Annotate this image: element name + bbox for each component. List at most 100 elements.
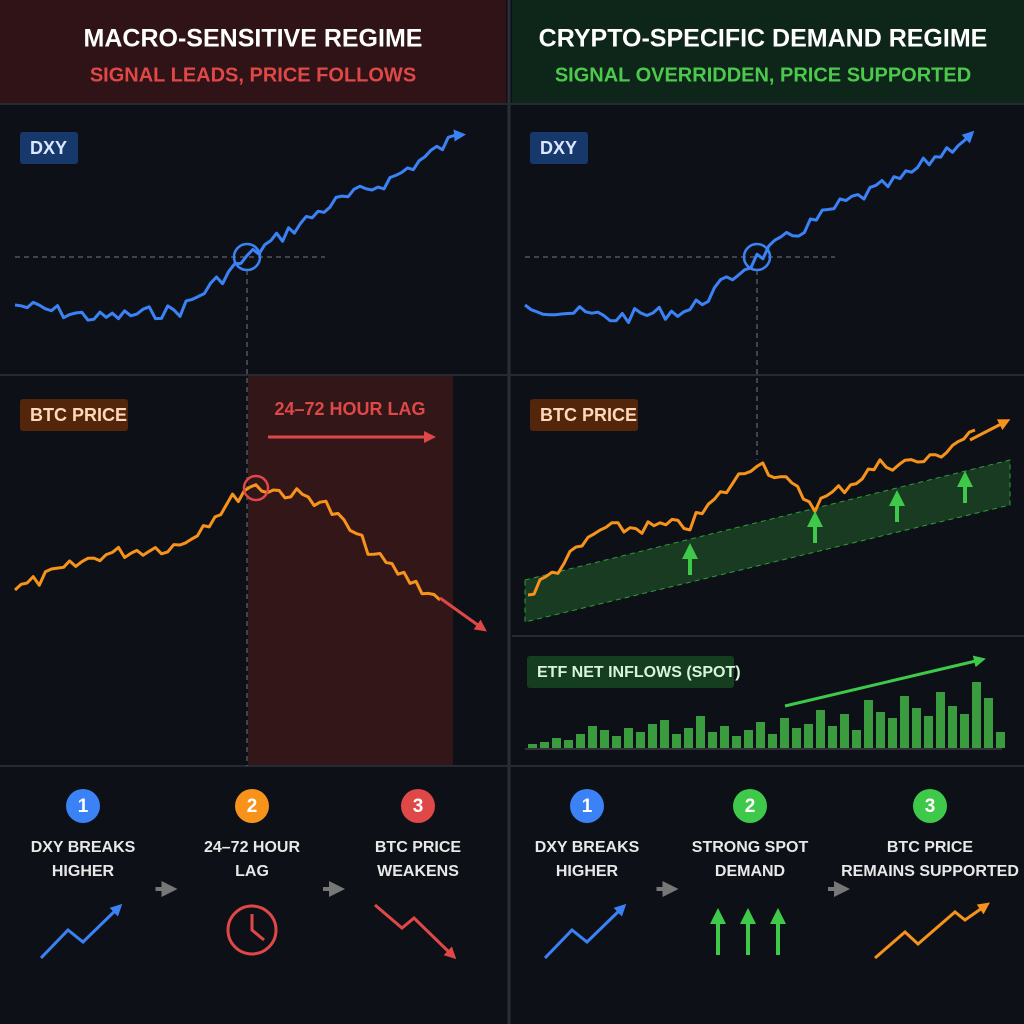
inflow-bar — [552, 738, 561, 748]
inflow-bar — [648, 724, 657, 748]
label-box — [530, 399, 638, 431]
line — [13, 483, 442, 602]
inflow-bar — [600, 730, 609, 748]
inflow-bar — [540, 742, 549, 748]
inflow-bar — [612, 736, 621, 748]
step-text: LAG — [235, 863, 269, 880]
step-badge — [913, 789, 947, 823]
inflow-bar — [840, 714, 849, 748]
highlight — [742, 242, 772, 272]
label: DXY — [540, 138, 577, 158]
label: DXY — [30, 138, 67, 158]
inflow-bar — [864, 700, 873, 748]
icon-up — [39, 903, 123, 960]
decline-arrow — [439, 596, 487, 632]
header-right — [512, 0, 1024, 104]
step-text: 24–72 HOUR — [204, 839, 300, 856]
inflow-bar — [636, 732, 645, 748]
lag-label: 24–72 HOUR LAG — [274, 399, 425, 419]
inflow-bar — [924, 716, 933, 748]
inflow-bar — [996, 732, 1005, 748]
inflow-bar — [852, 730, 861, 748]
label-box — [527, 656, 734, 688]
inflow-bar — [900, 696, 909, 748]
inflow-bar — [816, 710, 825, 748]
panel-subtitle: SIGNAL OVERRIDDEN, PRICE SUPPORTED — [555, 64, 971, 86]
inflow-bar — [660, 720, 669, 748]
step-text: BTC PRICE — [375, 839, 462, 856]
inflow-bar — [720, 726, 729, 748]
lag-zone — [248, 376, 453, 765]
rise-arrow — [969, 419, 1011, 442]
inflow-bar — [960, 714, 969, 748]
inflow-bar — [948, 706, 957, 748]
inflow-bar — [696, 716, 705, 748]
step-text: WEAKENS — [377, 863, 459, 880]
trend-arrow — [784, 655, 986, 708]
inflow-bar — [792, 728, 801, 748]
step-text: STRONG SPOT — [692, 839, 809, 856]
inflow-bar — [756, 722, 765, 748]
clock — [226, 904, 278, 956]
inflow-bar — [528, 744, 537, 748]
inflow-bar — [972, 682, 981, 748]
step-badge — [66, 789, 100, 823]
inflow-bar — [744, 730, 753, 748]
label-box — [530, 132, 588, 164]
step-badge — [235, 789, 269, 823]
inflow-bar — [708, 732, 717, 748]
label: BTC PRICE — [30, 405, 127, 425]
step-text: HIGHER — [52, 863, 115, 880]
inflow-bar — [876, 712, 885, 748]
support-channel — [524, 459, 1011, 623]
step-text: HIGHER — [556, 863, 619, 880]
inflow-bar — [984, 698, 993, 748]
step-text: REMAINS SUPPORTED — [841, 863, 1019, 880]
inflow-bar — [888, 718, 897, 748]
panel-title: CRYPTO-SPECIFIC DEMAND REGIME — [539, 25, 988, 53]
inflow-bar — [768, 734, 777, 748]
step-badge — [401, 789, 435, 823]
inflow-bar — [624, 728, 633, 748]
label: BTC PRICE — [540, 405, 637, 425]
clock-hands — [250, 914, 265, 942]
step-text: DEMAND — [715, 863, 785, 880]
step-number: 3 — [413, 796, 424, 817]
step-text: DXY BREAKS — [535, 839, 640, 856]
step-number: 3 — [925, 796, 936, 817]
icon-up — [543, 903, 627, 960]
label: ETF NET INFLOWS (SPOT) — [537, 664, 741, 681]
label-box — [20, 132, 78, 164]
icon-up — [874, 902, 990, 960]
header-left — [0, 0, 506, 104]
inflow-bar — [684, 728, 693, 748]
panel-title: MACRO-SENSITIVE REGIME — [84, 25, 423, 53]
step-badge — [733, 789, 767, 823]
highlight — [242, 474, 270, 502]
inflow-bar — [732, 736, 741, 748]
step-number: 2 — [247, 796, 258, 817]
line — [14, 129, 466, 322]
step-text: DXY BREAKS — [31, 839, 136, 856]
inflow-bar — [672, 734, 681, 748]
step-number: 2 — [745, 796, 756, 817]
line — [527, 428, 976, 597]
inflow-bar — [564, 740, 573, 748]
step-number: 1 — [78, 796, 89, 817]
step-text: BTC PRICE — [887, 839, 974, 856]
label-box — [20, 399, 128, 431]
inflow-bar — [828, 726, 837, 748]
step-number: 1 — [582, 796, 593, 817]
inflow-bar — [804, 724, 813, 748]
icon-down — [374, 903, 457, 960]
inflow-bar — [780, 718, 789, 748]
inflow-bar — [912, 708, 921, 748]
step-badge — [570, 789, 604, 823]
panel-subtitle: SIGNAL LEADS, PRICE FOLLOWS — [90, 64, 416, 86]
inflow-bar — [936, 692, 945, 748]
inflow-bar — [576, 734, 585, 748]
highlight — [232, 242, 262, 272]
inflow-bar — [588, 726, 597, 748]
